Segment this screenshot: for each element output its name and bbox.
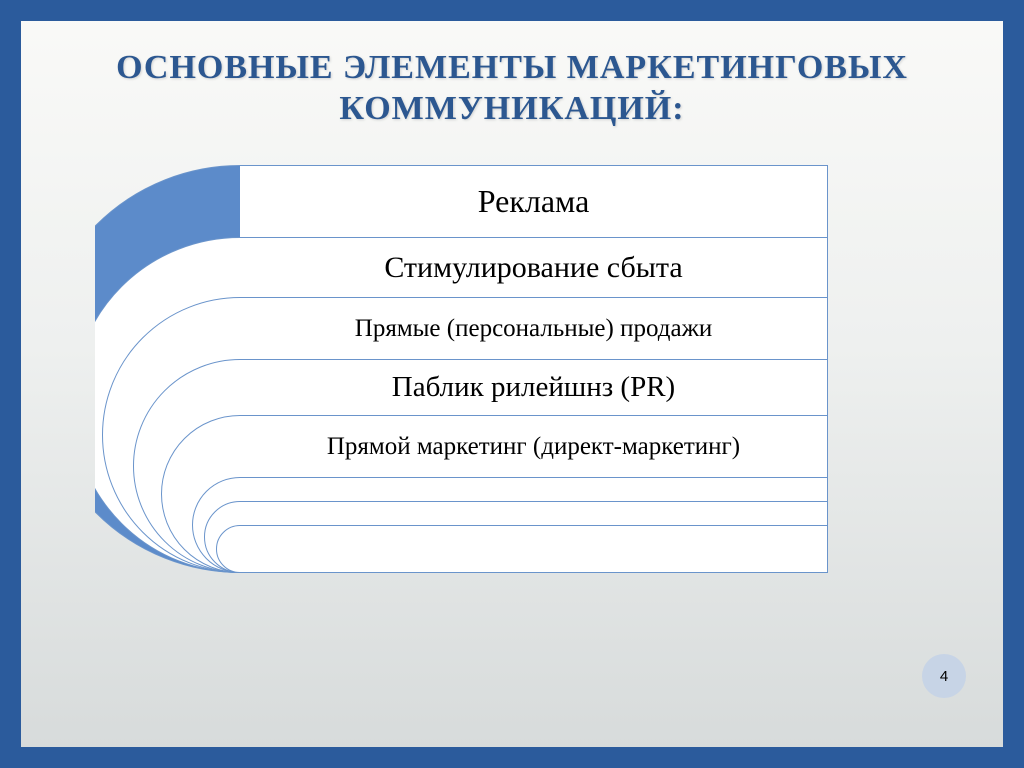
diagram-row-label: Паблик рилейшнз (PR) bbox=[392, 372, 675, 404]
slide-title: ОСНОВНЫЕ ЭЛЕМЕНТЫ МАРКЕТИНГОВЫХ КОММУНИК… bbox=[0, 48, 1024, 130]
diagram-row: Стимулирование сбыта bbox=[240, 237, 828, 297]
page-number: 4 bbox=[940, 668, 948, 685]
diagram-row-label: Прямые (персональные) продажи bbox=[355, 315, 712, 343]
diagram-row: Паблик рилейшнз (PR) bbox=[240, 359, 828, 415]
slide: ОСНОВНЫЕ ЭЛЕМЕНТЫ МАРКЕТИНГОВЫХ КОММУНИК… bbox=[0, 0, 1024, 768]
diagram-row bbox=[240, 501, 828, 525]
diagram-row: Реклама bbox=[240, 165, 828, 237]
arc-layer bbox=[95, 165, 240, 573]
diagram-row-label: Реклама bbox=[478, 184, 590, 219]
diagram-row bbox=[240, 477, 828, 501]
page-number-badge: 4 bbox=[922, 654, 966, 698]
diagram-row: Прямые (персональные) продажи bbox=[240, 297, 828, 359]
diagram-row-label: Стимулирование сбыта bbox=[384, 251, 682, 284]
diagram-row: Прямой маркетинг (директ-маркетинг) bbox=[240, 415, 828, 477]
diagram-row bbox=[240, 525, 828, 573]
diagram-row-label: Прямой маркетинг (директ-маркетинг) bbox=[327, 433, 740, 461]
